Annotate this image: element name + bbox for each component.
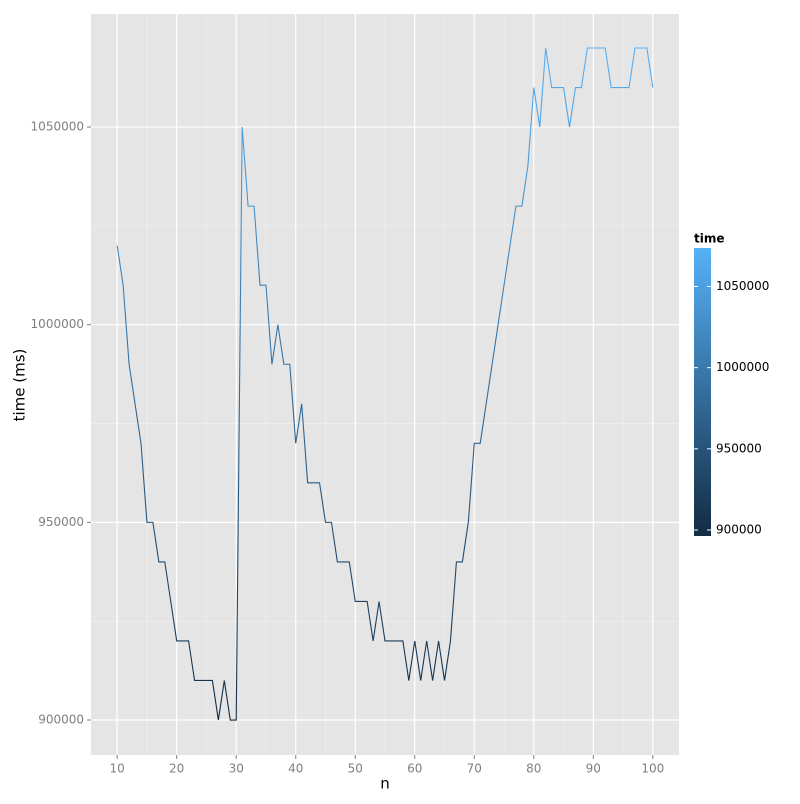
y-axis-title: time (ms) bbox=[11, 349, 29, 422]
x-tick-label: 20 bbox=[169, 762, 184, 776]
y-tick-label: 950000 bbox=[38, 515, 84, 529]
legend-label: 1000000 bbox=[716, 360, 769, 374]
x-tick-label: 80 bbox=[526, 762, 541, 776]
x-tick-label: 60 bbox=[407, 762, 422, 776]
x-axis-title: n bbox=[380, 775, 390, 793]
x-tick-label: 40 bbox=[288, 762, 303, 776]
y-tick-label: 1000000 bbox=[31, 317, 84, 331]
legend-title: time bbox=[694, 232, 725, 246]
legend-label: 900000 bbox=[716, 523, 762, 537]
x-tick-label: 90 bbox=[586, 762, 601, 776]
line bbox=[116, 47, 654, 721]
legend-colorbar bbox=[694, 248, 711, 536]
legend-label: 1050000 bbox=[716, 279, 769, 293]
x-tick-label: 70 bbox=[467, 762, 482, 776]
y-tick-label: 900000 bbox=[38, 713, 84, 727]
x-tick-label: 50 bbox=[348, 762, 363, 776]
y-tick-label: 1050000 bbox=[31, 120, 84, 134]
x-tick-label: 100 bbox=[641, 762, 664, 776]
x-tick-label: 10 bbox=[110, 762, 125, 776]
legend-label: 950000 bbox=[716, 441, 762, 455]
x-tick-label: 30 bbox=[229, 762, 244, 776]
